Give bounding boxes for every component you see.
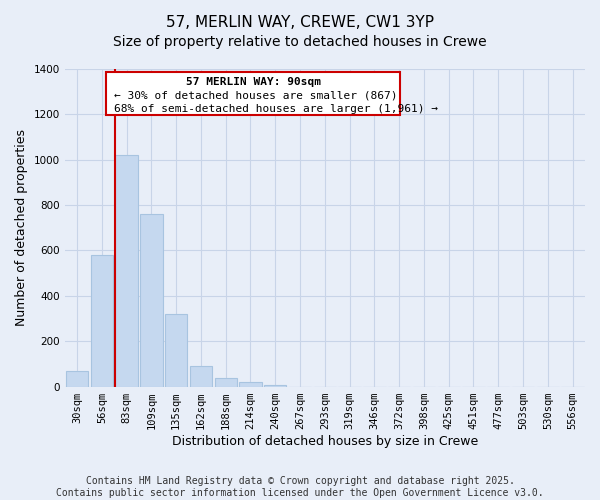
Text: 57 MERLIN WAY: 90sqm: 57 MERLIN WAY: 90sqm (186, 77, 321, 87)
Bar (140, 214, 163, 386)
Text: Size of property relative to detached houses in Crewe: Size of property relative to detached ho… (113, 35, 487, 49)
Text: 57, MERLIN WAY, CREWE, CW1 3YP: 57, MERLIN WAY, CREWE, CW1 3YP (166, 15, 434, 30)
Text: Contains HM Land Registry data © Crown copyright and database right 2025.
Contai: Contains HM Land Registry data © Crown c… (56, 476, 544, 498)
X-axis label: Distribution of detached houses by size in Crewe: Distribution of detached houses by size … (172, 434, 478, 448)
Bar (215, 378, 237, 386)
Bar (165, 314, 187, 386)
Bar (66, 372, 88, 386)
Text: ← 30% of detached houses are smaller (867): ← 30% of detached houses are smaller (86… (114, 90, 398, 101)
Y-axis label: Number of detached properties: Number of detached properties (15, 130, 28, 326)
FancyBboxPatch shape (106, 72, 400, 115)
Bar (91, 255, 113, 386)
Bar (239, 382, 262, 386)
Text: 68% of semi-detached houses are larger (1,961) →: 68% of semi-detached houses are larger (… (114, 104, 438, 114)
Bar (190, 366, 212, 386)
Bar (115, 155, 138, 386)
